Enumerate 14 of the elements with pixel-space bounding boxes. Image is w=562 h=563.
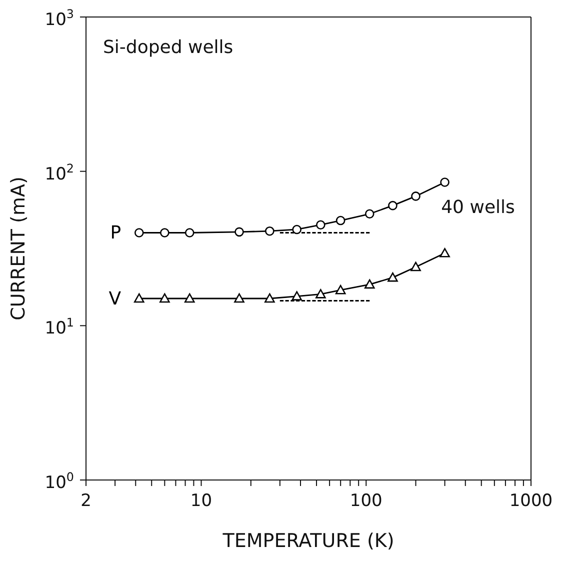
y-tick-label: 10$^{3}$ — [44, 7, 74, 30]
x-tick-label: 10 — [190, 491, 212, 511]
annotation: 40 wells — [441, 197, 515, 218]
x-axis-title: TEMPERATURE (K) — [222, 530, 394, 552]
x-tick-label: 100 — [350, 491, 382, 511]
x-tick-label: 2 — [80, 491, 92, 511]
annotation: Si-doped wells — [103, 37, 234, 58]
y-tick-label: 10$^{1}$ — [44, 316, 74, 339]
y-axis-title: CURRENT (mA) — [8, 176, 30, 320]
series-label: P — [110, 222, 122, 244]
x-tick-label: 1000 — [509, 491, 553, 511]
y-tick-label: 10$^{2}$ — [44, 161, 74, 184]
y-tick-label: 10$^{0}$ — [44, 470, 74, 493]
series-label: V — [108, 288, 122, 310]
